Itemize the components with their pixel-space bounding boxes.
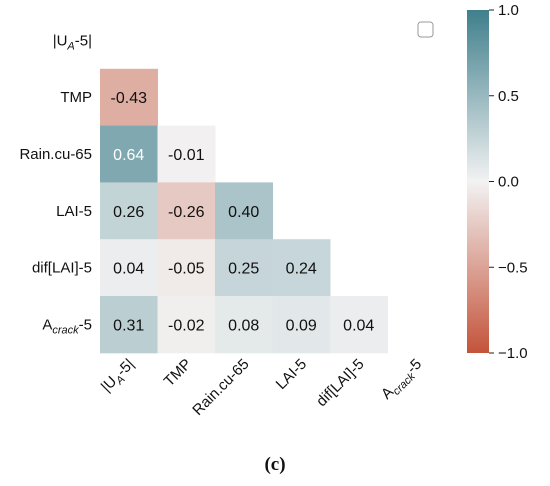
heatmap-cell xyxy=(215,182,273,240)
cell-value-label: 0.64 xyxy=(113,147,144,164)
heatmap-cell xyxy=(100,125,158,183)
heatmap-cell xyxy=(100,296,158,354)
cell-value-label: -0.01 xyxy=(168,147,205,164)
cell-value-label: 0.25 xyxy=(228,261,259,278)
heatmap-cell xyxy=(100,239,158,297)
row-label: dif[LAI]-5 xyxy=(32,260,92,277)
heatmap-cell xyxy=(215,239,273,297)
row-label: |UA-5| xyxy=(53,32,92,52)
column-label: TMP xyxy=(161,356,195,390)
row-label: Acrack-5 xyxy=(42,316,92,336)
column-label: Acrack-5 xyxy=(378,356,427,405)
heatmap-cell xyxy=(157,182,216,240)
heatmap-cell xyxy=(272,296,331,354)
cell-value-label: 0.04 xyxy=(113,261,144,278)
colorbar xyxy=(467,10,489,353)
colorbar-tick-label: 0.5 xyxy=(498,88,519,105)
row-label: LAI-5 xyxy=(56,203,92,220)
cell-value-label: 0.26 xyxy=(113,204,144,221)
heatmap-cells: -0.43 0.64 -0.01 0.26 -0.26 0.40 0.04 -0.05 0.25… xyxy=(100,68,388,354)
row-label: TMP xyxy=(60,89,92,106)
column-label: LAI-5 xyxy=(273,356,310,393)
heatmap-cell xyxy=(272,239,331,297)
heatmap-cell xyxy=(157,125,216,183)
cell-value-label: -0.05 xyxy=(168,261,205,278)
cell-value-label: -0.02 xyxy=(168,317,205,334)
figure-caption: (c) xyxy=(264,454,285,475)
cell-value-label: -0.43 xyxy=(111,90,148,107)
cell-value-label: 0.09 xyxy=(286,317,317,334)
column-label: dif[LAI]-5 xyxy=(313,356,367,410)
colorbar-tick-label: 0.0 xyxy=(498,174,519,191)
cell-value-label: 0.31 xyxy=(113,317,144,334)
colorbar-tick-label: 1.0 xyxy=(498,2,519,19)
cell-value-label: 0.24 xyxy=(286,261,317,278)
heatmap-cell xyxy=(157,239,216,297)
heatmap-cell xyxy=(100,182,158,240)
row-label: Rain.cu-65 xyxy=(19,146,92,163)
cell-value-label: -0.26 xyxy=(168,204,205,221)
column-label: Rain.cu-65 xyxy=(189,356,252,419)
cell-value-label: 0.04 xyxy=(343,317,374,334)
colorbar-tick-label: −1.0 xyxy=(498,345,528,362)
cell-value-label: 0.08 xyxy=(228,317,259,334)
heatmap-cell xyxy=(215,296,273,354)
cell-value-label: 0.40 xyxy=(228,204,259,221)
empty-legend-box xyxy=(417,21,434,38)
column-label: |UA-5| xyxy=(98,356,140,398)
heatmap-cell xyxy=(330,296,388,354)
row-labels: |UA-5| TMP Rain.cu-65 LAI-5 dif[LAI]-5 Acrack… xyxy=(19,32,92,336)
heatmap-cell xyxy=(157,296,216,354)
colorbar-tick-label: −0.5 xyxy=(498,259,528,276)
heatmap-cell xyxy=(100,68,158,127)
colorbar-ticks: 1.0 0.5 0.0 −0.5 −1.0 xyxy=(489,2,528,362)
